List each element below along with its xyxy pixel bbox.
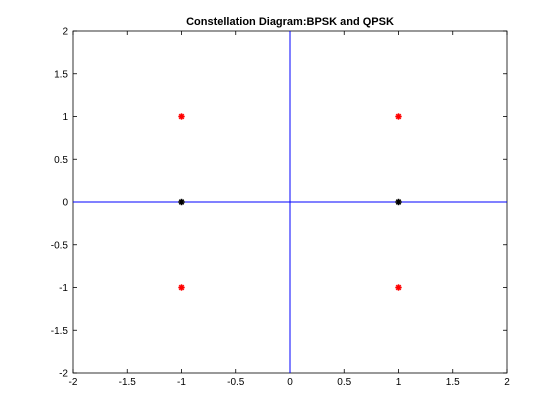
series-2-point: [395, 199, 401, 205]
x-tick-label: -2: [69, 377, 78, 388]
y-tick-label: 2: [62, 27, 68, 38]
y-tick-label: 1.5: [54, 69, 68, 80]
y-tick-label: -2: [59, 369, 68, 380]
x-tick-label: 2: [504, 377, 510, 388]
y-tick-label: -1: [59, 283, 68, 294]
series-2-point: [178, 199, 184, 205]
x-tick-label: 0: [287, 377, 293, 388]
chart-title: Constellation Diagram:BPSK and QPSK: [186, 16, 394, 28]
x-tick-label: 0.5: [337, 377, 351, 388]
series-1-point: [395, 284, 401, 290]
series-1-point: [178, 113, 184, 119]
y-tick-label: 1: [62, 112, 68, 123]
y-tick-label: 0.5: [54, 155, 68, 166]
y-tick-label: -1.5: [51, 326, 69, 337]
x-tick-label: 1.5: [446, 377, 460, 388]
y-tick-label: -0.5: [51, 240, 69, 251]
x-tick-label: -0.5: [227, 377, 245, 388]
x-tick-label: -1: [177, 377, 186, 388]
y-tick-label: 0: [62, 198, 68, 209]
x-tick-label: -1.5: [119, 377, 137, 388]
series-1-point: [395, 113, 401, 119]
series-1-point: [178, 284, 184, 290]
x-tick-label: 1: [396, 377, 402, 388]
